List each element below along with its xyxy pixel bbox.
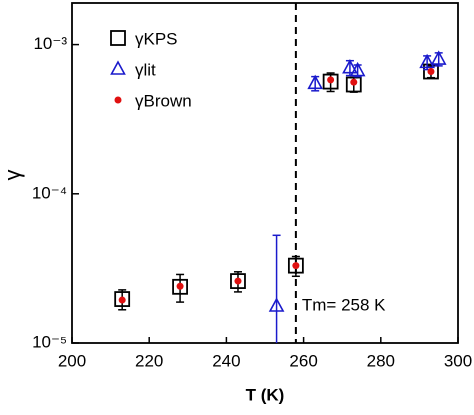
x-tick-label: 260	[289, 351, 317, 370]
y-tick-label: 10⁻⁵	[32, 332, 67, 351]
triangle-marker	[268, 297, 285, 312]
square-marker	[287, 257, 304, 274]
x-tick-label: 240	[212, 351, 240, 370]
dot-marker	[118, 296, 126, 304]
legend-label: γBrown	[135, 91, 192, 110]
x-axis-label: T (K)	[246, 385, 285, 404]
square-marker	[345, 76, 362, 93]
annotation: Tm= 258 K	[302, 295, 386, 314]
dot-marker	[234, 277, 242, 285]
square-marker	[114, 291, 131, 307]
legend-marker	[114, 96, 122, 104]
triangle-marker	[342, 59, 358, 74]
dot-marker	[292, 262, 300, 270]
triangle-marker	[307, 74, 324, 90]
plot-area	[114, 50, 447, 343]
square-marker	[322, 73, 339, 90]
dot-marker	[427, 68, 435, 76]
y-tick-label: 10⁻⁴	[32, 183, 67, 202]
square-marker	[423, 63, 439, 80]
x-tick-label: 200	[58, 351, 86, 370]
legend-label: γKPS	[135, 29, 178, 48]
dot-marker	[176, 282, 184, 290]
x-tick-label: 300	[444, 351, 472, 370]
legend-marker	[110, 30, 126, 46]
legend-label: γlit	[135, 60, 156, 79]
x-tick-label: 280	[367, 351, 395, 370]
dot-marker	[327, 76, 335, 84]
y-axis-label: γ	[0, 170, 25, 181]
legend-marker	[110, 60, 126, 75]
dot-marker	[350, 78, 358, 86]
square-marker	[230, 273, 246, 289]
x-tick-label: 220	[135, 351, 163, 370]
triangle-marker	[419, 53, 435, 69]
triangle-marker	[349, 61, 366, 77]
triangle-marker	[430, 50, 447, 65]
y-tick-label: 10⁻³	[33, 34, 67, 53]
square-marker	[172, 278, 188, 295]
plot-frame	[71, 2, 459, 344]
